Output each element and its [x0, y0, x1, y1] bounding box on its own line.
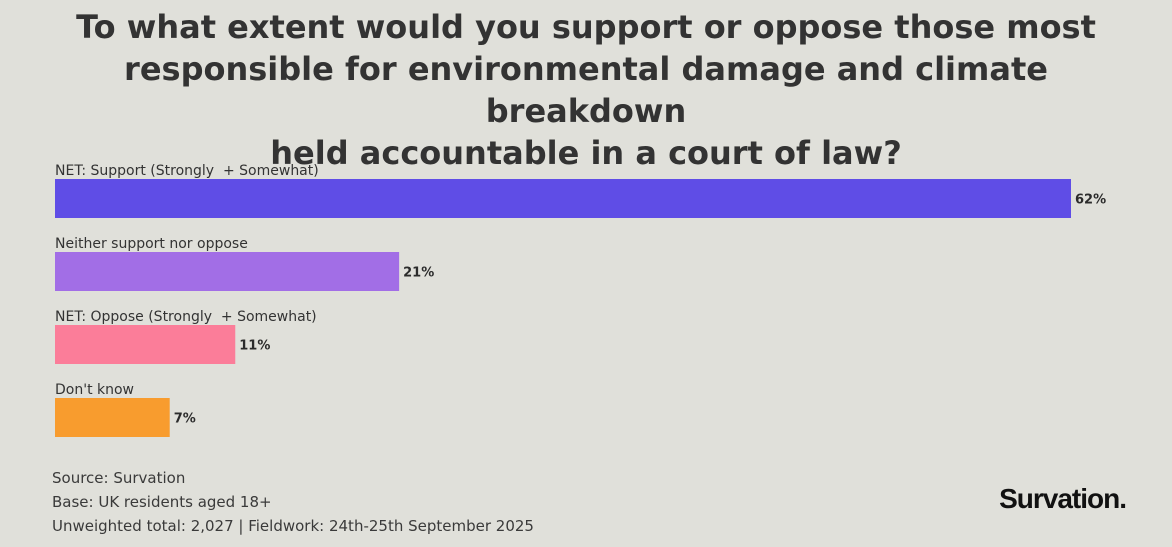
fieldwork-note: Unweighted total: 2,027 | Fieldwork: 24t… [52, 517, 534, 535]
category-label: NET: Support (Strongly + Somewhat) [55, 163, 319, 179]
category-label: Don't know [55, 382, 134, 398]
chart-footer: Source: Survation Base: UK residents age… [52, 466, 534, 538]
base-note: Base: UK residents aged 18+ [52, 493, 272, 511]
chart-title-line-1: To what extent would you support or oppo… [76, 8, 1096, 46]
source-note: Source: Survation [52, 469, 186, 487]
bar [55, 252, 400, 291]
chart-title-line-3: held accountable in a court of law? [270, 134, 902, 172]
chart-title-line-2: responsible for environmental damage and… [124, 50, 1048, 130]
bar [55, 398, 170, 437]
survation-logo: Survation. [999, 483, 1127, 514]
bar [55, 179, 1071, 218]
category-label: NET: Oppose (Strongly + Somewhat) [55, 309, 317, 325]
value-label: 62% [1075, 193, 1106, 208]
bar [55, 325, 236, 364]
value-label: 11% [239, 339, 270, 354]
category-label: Neither support nor oppose [55, 236, 248, 252]
value-label: 21% [403, 266, 434, 281]
value-label: 7% [174, 412, 196, 427]
chart-title: To what extent would you support or oppo… [20, 6, 1152, 174]
